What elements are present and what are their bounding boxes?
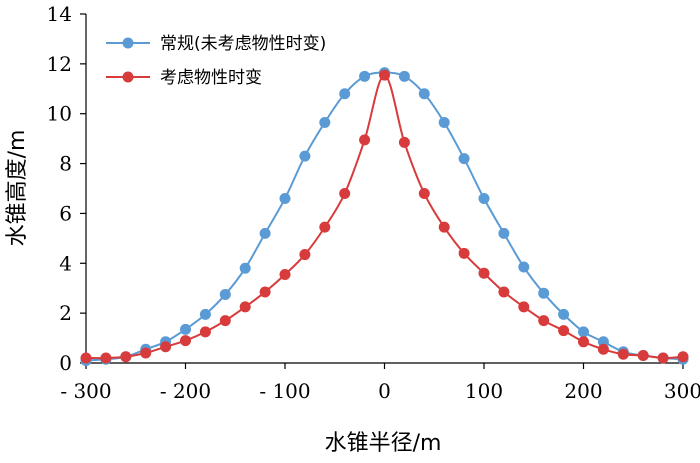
series-layer [80,67,689,367]
legend-marker [122,71,134,83]
data-point [418,88,430,100]
y-ticks: 0 2 4 6 8 10 12 14 [47,2,86,375]
y-tick-label: 0 [59,351,72,375]
data-point [339,88,351,100]
data-point [359,134,371,146]
data-point [438,116,450,128]
data-point [319,116,331,128]
data-point [558,308,570,320]
series-line [85,71,684,362]
data-point [319,221,331,233]
data-point [458,247,470,259]
x-ticks: - 300 - 200 - 100 0 100 200 300 [60,363,700,403]
data-point [279,269,291,281]
data-point [160,341,172,353]
data-point [359,70,371,82]
x-tick-label: 0 [378,379,391,403]
series-line [85,74,684,360]
data-point [518,261,530,273]
legend-item-1: 常规(未考虑物性时变) [106,34,326,54]
x-tick-label: 200 [564,379,602,403]
data-point [339,187,351,199]
data-point [100,352,112,364]
legend-label: 考虑物性时变 [160,68,262,88]
series-1 [80,67,689,367]
data-point [219,315,231,327]
series-2 [80,69,689,364]
y-tick-label: 10 [47,102,72,126]
data-point [498,286,510,298]
data-point [657,352,669,364]
data-point [80,352,92,364]
data-point [299,150,311,162]
legend: 常规(未考虑物性时变) 考虑物性时变 [106,34,326,88]
data-point [239,262,251,274]
data-point [398,70,410,82]
x-tick-label: - 200 [160,379,211,403]
data-point [458,153,470,165]
data-point [617,348,629,360]
data-point [398,136,410,148]
data-point [558,325,570,337]
data-point [498,227,510,239]
x-axis-title: 水锥半径/m [325,431,442,456]
data-point [180,335,191,347]
y-tick-label: 14 [47,2,72,26]
x-tick-label: - 300 [60,379,111,403]
data-point [219,288,231,300]
x-tick-label: 100 [465,379,503,403]
data-point [478,192,490,204]
y-tick-label: 2 [59,301,72,325]
data-point [120,351,132,363]
legend-item-2: 考虑物性时变 [106,68,262,88]
y-tick-label: 8 [59,152,72,176]
data-point [199,326,211,338]
legend-marker [122,37,134,49]
legend-label: 常规(未考虑物性时变) [160,34,326,54]
y-tick-label: 4 [59,251,72,275]
data-point [538,287,550,299]
data-point [578,336,589,348]
data-point [279,192,291,204]
data-point [199,308,211,320]
data-point [180,323,191,335]
data-point [518,301,530,313]
data-point [438,221,450,233]
data-point [597,343,609,355]
data-point [259,286,271,298]
data-point [418,187,430,199]
data-point [637,350,649,362]
y-tick-label: 6 [59,201,72,225]
data-point [140,347,152,359]
x-tick-label: - 100 [259,379,310,403]
data-point [677,351,689,363]
y-axis-title: 水锥高度/m [5,130,30,247]
data-point [538,315,550,327]
x-tick-label: 300 [664,379,700,403]
data-point [478,267,490,279]
data-point [239,301,251,313]
data-point [299,249,311,261]
data-point [259,227,271,239]
data-point [578,326,589,338]
axes [85,14,683,364]
data-point [379,69,390,81]
y-tick-label: 12 [47,52,72,76]
